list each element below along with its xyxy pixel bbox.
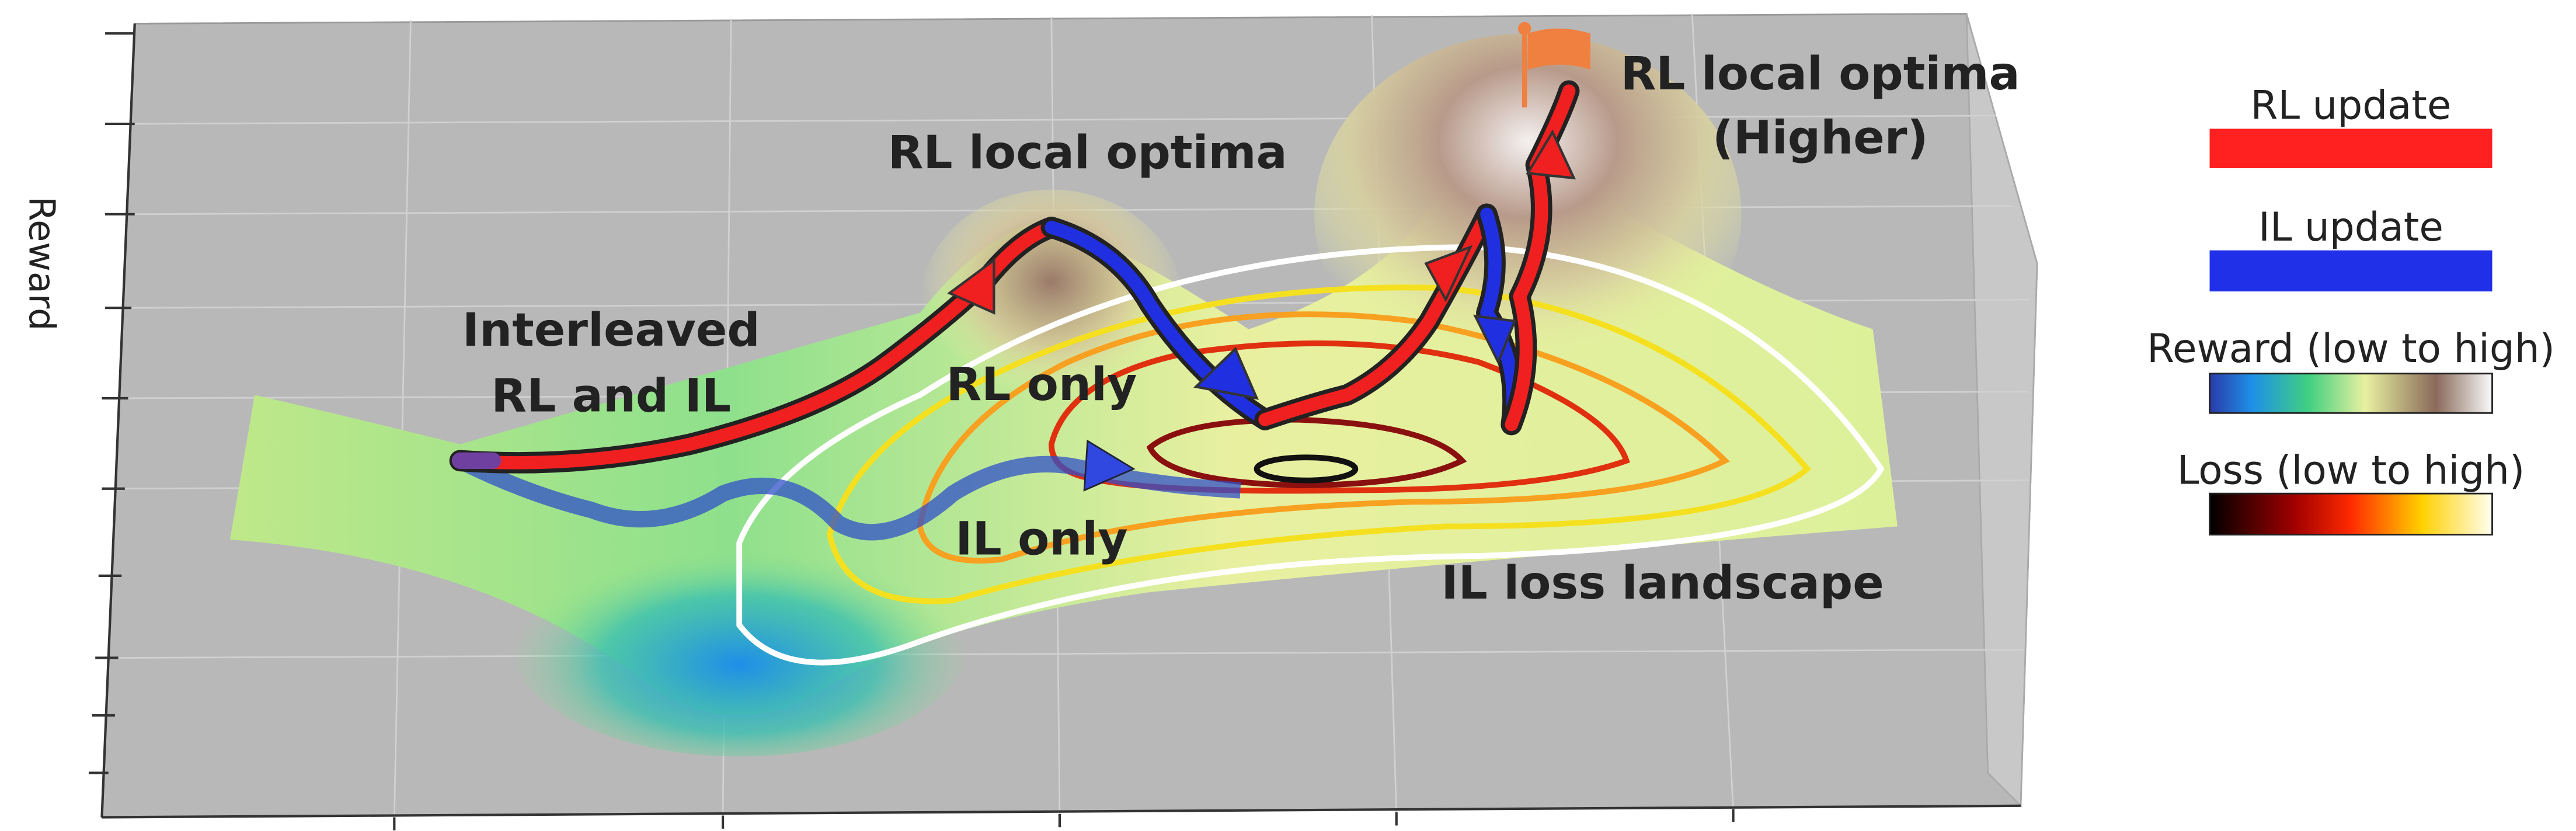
legend: RL update IL update Reward (low to high)… [2147, 82, 2555, 536]
legend-label: RL update [2251, 82, 2452, 128]
il-only-path [456, 453, 1241, 541]
annotation: IL loss landscape [1441, 556, 1884, 610]
arrow [1083, 439, 1136, 492]
legend-label: Reward (low to high) [2147, 325, 2555, 371]
annotation: RL local optima [888, 126, 1287, 179]
legend-swatch [2209, 492, 2493, 536]
annotation: (Higher) [1712, 111, 1928, 165]
axis-label: Reward [21, 196, 63, 331]
arrows [947, 129, 1576, 400]
legend-swatch [2209, 250, 2493, 292]
legend-swatch [2209, 373, 2493, 414]
annotation: Interleaved [462, 303, 760, 357]
annotation: RL only [946, 357, 1137, 411]
annotation: IL only [955, 512, 1127, 565]
legend-label: Loss (low to high) [2177, 447, 2525, 493]
annotation: RL local optima [1621, 47, 2020, 100]
legend-swatch [2209, 128, 2493, 169]
flag [1517, 22, 1590, 107]
annotation: RL and IL [491, 368, 731, 422]
legend-label: IL update [2258, 204, 2443, 250]
